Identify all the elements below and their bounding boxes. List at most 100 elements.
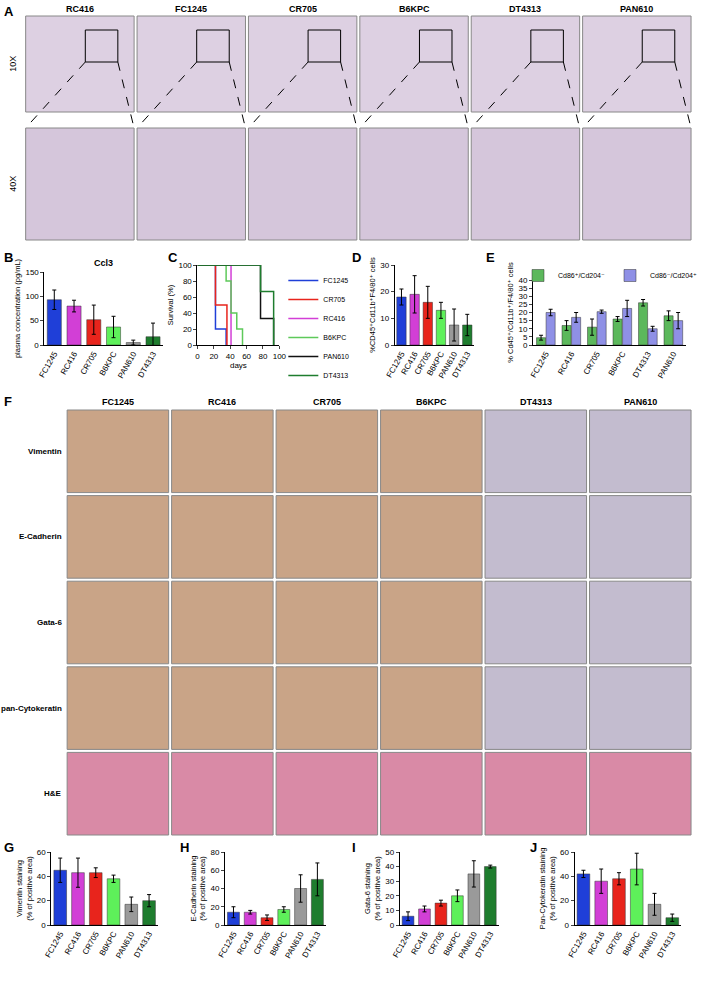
svg-text:PAN610: PAN610 (116, 350, 139, 380)
svg-text:D: D (352, 250, 361, 265)
svg-text:40: 40 (560, 872, 569, 881)
svg-text:FC1245: FC1245 (102, 397, 134, 407)
svg-text:60: 60 (211, 866, 220, 875)
svg-text:CR705: CR705 (582, 350, 603, 377)
svg-text:20: 20 (37, 896, 46, 905)
svg-text:PAN610: PAN610 (283, 930, 306, 960)
svg-text:0: 0 (215, 921, 220, 930)
svg-text:10X: 10X (8, 56, 18, 72)
svg-text:H&E: H&E (44, 789, 62, 798)
svg-text:E-Cadherin: E-Cadherin (19, 532, 62, 541)
svg-text:PAN610: PAN610 (656, 350, 679, 380)
svg-text:FC1245: FC1245 (385, 350, 407, 380)
svg-text:DT4313: DT4313 (323, 372, 348, 379)
svg-text:B6KPC: B6KPC (323, 334, 346, 341)
svg-text:B6KPC: B6KPC (607, 350, 628, 377)
svg-text:0: 0 (390, 921, 395, 930)
svg-text:FC1245: FC1245 (175, 4, 207, 14)
svg-text:RC416: RC416 (586, 930, 607, 957)
svg-text:CR705: CR705 (323, 296, 345, 303)
svg-text:FC1245: FC1245 (217, 930, 239, 960)
svg-text:PAN610: PAN610 (457, 930, 480, 960)
svg-text:PAN610: PAN610 (620, 4, 653, 14)
svg-text:0: 0 (195, 352, 200, 361)
svg-text:25: 25 (519, 300, 528, 309)
svg-text:B6KPC: B6KPC (621, 930, 642, 957)
svg-text:80: 80 (211, 848, 220, 857)
svg-text:DT4313: DT4313 (509, 4, 541, 14)
svg-text:CR705: CR705 (289, 4, 317, 14)
svg-text:A: A (4, 4, 14, 19)
svg-text:DT4313: DT4313 (132, 930, 154, 960)
svg-text:20: 20 (209, 352, 218, 361)
svg-text:20: 20 (211, 903, 220, 912)
svg-text:DT4313: DT4313 (136, 350, 158, 380)
svg-text:Cd86⁻/Cd204⁺: Cd86⁻/Cd204⁺ (650, 272, 697, 279)
svg-text:Gata-6: Gata-6 (37, 618, 62, 627)
svg-text:20: 20 (519, 308, 528, 317)
svg-text:CR705: CR705 (81, 930, 102, 957)
svg-text:PAN610: PAN610 (637, 930, 660, 960)
svg-text:F: F (4, 394, 12, 409)
svg-text:RC416: RC416 (409, 930, 430, 957)
svg-text:60: 60 (560, 848, 569, 857)
svg-text:CR705: CR705 (604, 930, 625, 957)
svg-text:RC416: RC416 (63, 930, 84, 957)
svg-text:PAN610: PAN610 (437, 350, 460, 380)
svg-text:100: 100 (178, 261, 192, 270)
svg-text:CR705: CR705 (313, 397, 341, 407)
svg-text:PAN610: PAN610 (624, 397, 657, 407)
svg-text:%CD45⁺Cd11b⁺F4/80⁺ cells: %CD45⁺Cd11b⁺F4/80⁺ cells (368, 257, 377, 353)
svg-text:FC1245: FC1245 (529, 350, 551, 380)
svg-text:DT4313: DT4313 (473, 930, 495, 960)
svg-text:40X: 40X (8, 176, 18, 192)
svg-text:CR705: CR705 (79, 350, 100, 377)
svg-text:H: H (180, 840, 189, 855)
svg-text:B6KPC: B6KPC (425, 350, 446, 377)
svg-text:60: 60 (37, 848, 46, 857)
svg-text:C: C (168, 250, 178, 265)
svg-text:DT4313: DT4313 (301, 930, 323, 960)
svg-text:J: J (530, 840, 537, 855)
svg-text:PAN610: PAN610 (323, 353, 349, 360)
svg-text:G: G (4, 840, 14, 855)
svg-text:RC416: RC416 (323, 315, 345, 322)
svg-text:60: 60 (183, 293, 192, 302)
svg-text:pan-Cytokeratin: pan-Cytokeratin (1, 704, 62, 713)
svg-text:100: 100 (273, 352, 287, 361)
svg-text:Vimentin staining(% of positiv: Vimentin staining(% of positive area) (15, 856, 34, 921)
svg-text:Survival (%): Survival (%) (166, 284, 175, 325)
svg-text:Vimentin: Vimentin (28, 447, 62, 456)
svg-text:B6KPC: B6KPC (268, 930, 289, 957)
svg-text:FC1245: FC1245 (43, 930, 65, 960)
svg-text:0: 0 (385, 341, 390, 350)
svg-text:30: 30 (385, 877, 394, 886)
svg-text:% Cd45⁺/Cd11b⁺/F4/80⁺ cells: % Cd45⁺/Cd11b⁺/F4/80⁺ cells (506, 262, 515, 363)
svg-text:DT4313: DT4313 (450, 350, 472, 380)
svg-text:20: 20 (183, 325, 192, 334)
svg-text:15: 15 (519, 316, 528, 325)
svg-text:B6KPC: B6KPC (399, 4, 430, 14)
svg-text:35: 35 (519, 284, 528, 293)
svg-text:E: E (486, 250, 495, 265)
svg-text:50: 50 (30, 316, 39, 325)
svg-text:0: 0 (41, 921, 46, 930)
svg-text:RC416: RC416 (556, 350, 577, 377)
svg-text:FC1245: FC1245 (323, 277, 348, 284)
svg-text:40: 40 (211, 884, 220, 893)
svg-text:RC416: RC416 (208, 397, 236, 407)
svg-text:B6KPC: B6KPC (416, 397, 447, 407)
svg-text:E-Cadherin staining(% of posit: E-Cadherin staining(% of positive area) (189, 856, 208, 922)
svg-text:CR705: CR705 (252, 930, 273, 957)
svg-text:40: 40 (37, 872, 46, 881)
svg-text:RC416: RC416 (59, 350, 80, 377)
svg-text:RC416: RC416 (400, 350, 421, 377)
svg-text:40: 40 (385, 862, 394, 871)
svg-text:PAN610: PAN610 (114, 930, 137, 960)
svg-text:B: B (4, 250, 13, 265)
svg-text:RC416: RC416 (235, 930, 256, 957)
svg-text:B6KPC: B6KPC (98, 930, 119, 957)
svg-text:80: 80 (183, 277, 192, 286)
svg-text:10: 10 (380, 314, 389, 323)
svg-text:DT4313: DT4313 (631, 350, 653, 380)
